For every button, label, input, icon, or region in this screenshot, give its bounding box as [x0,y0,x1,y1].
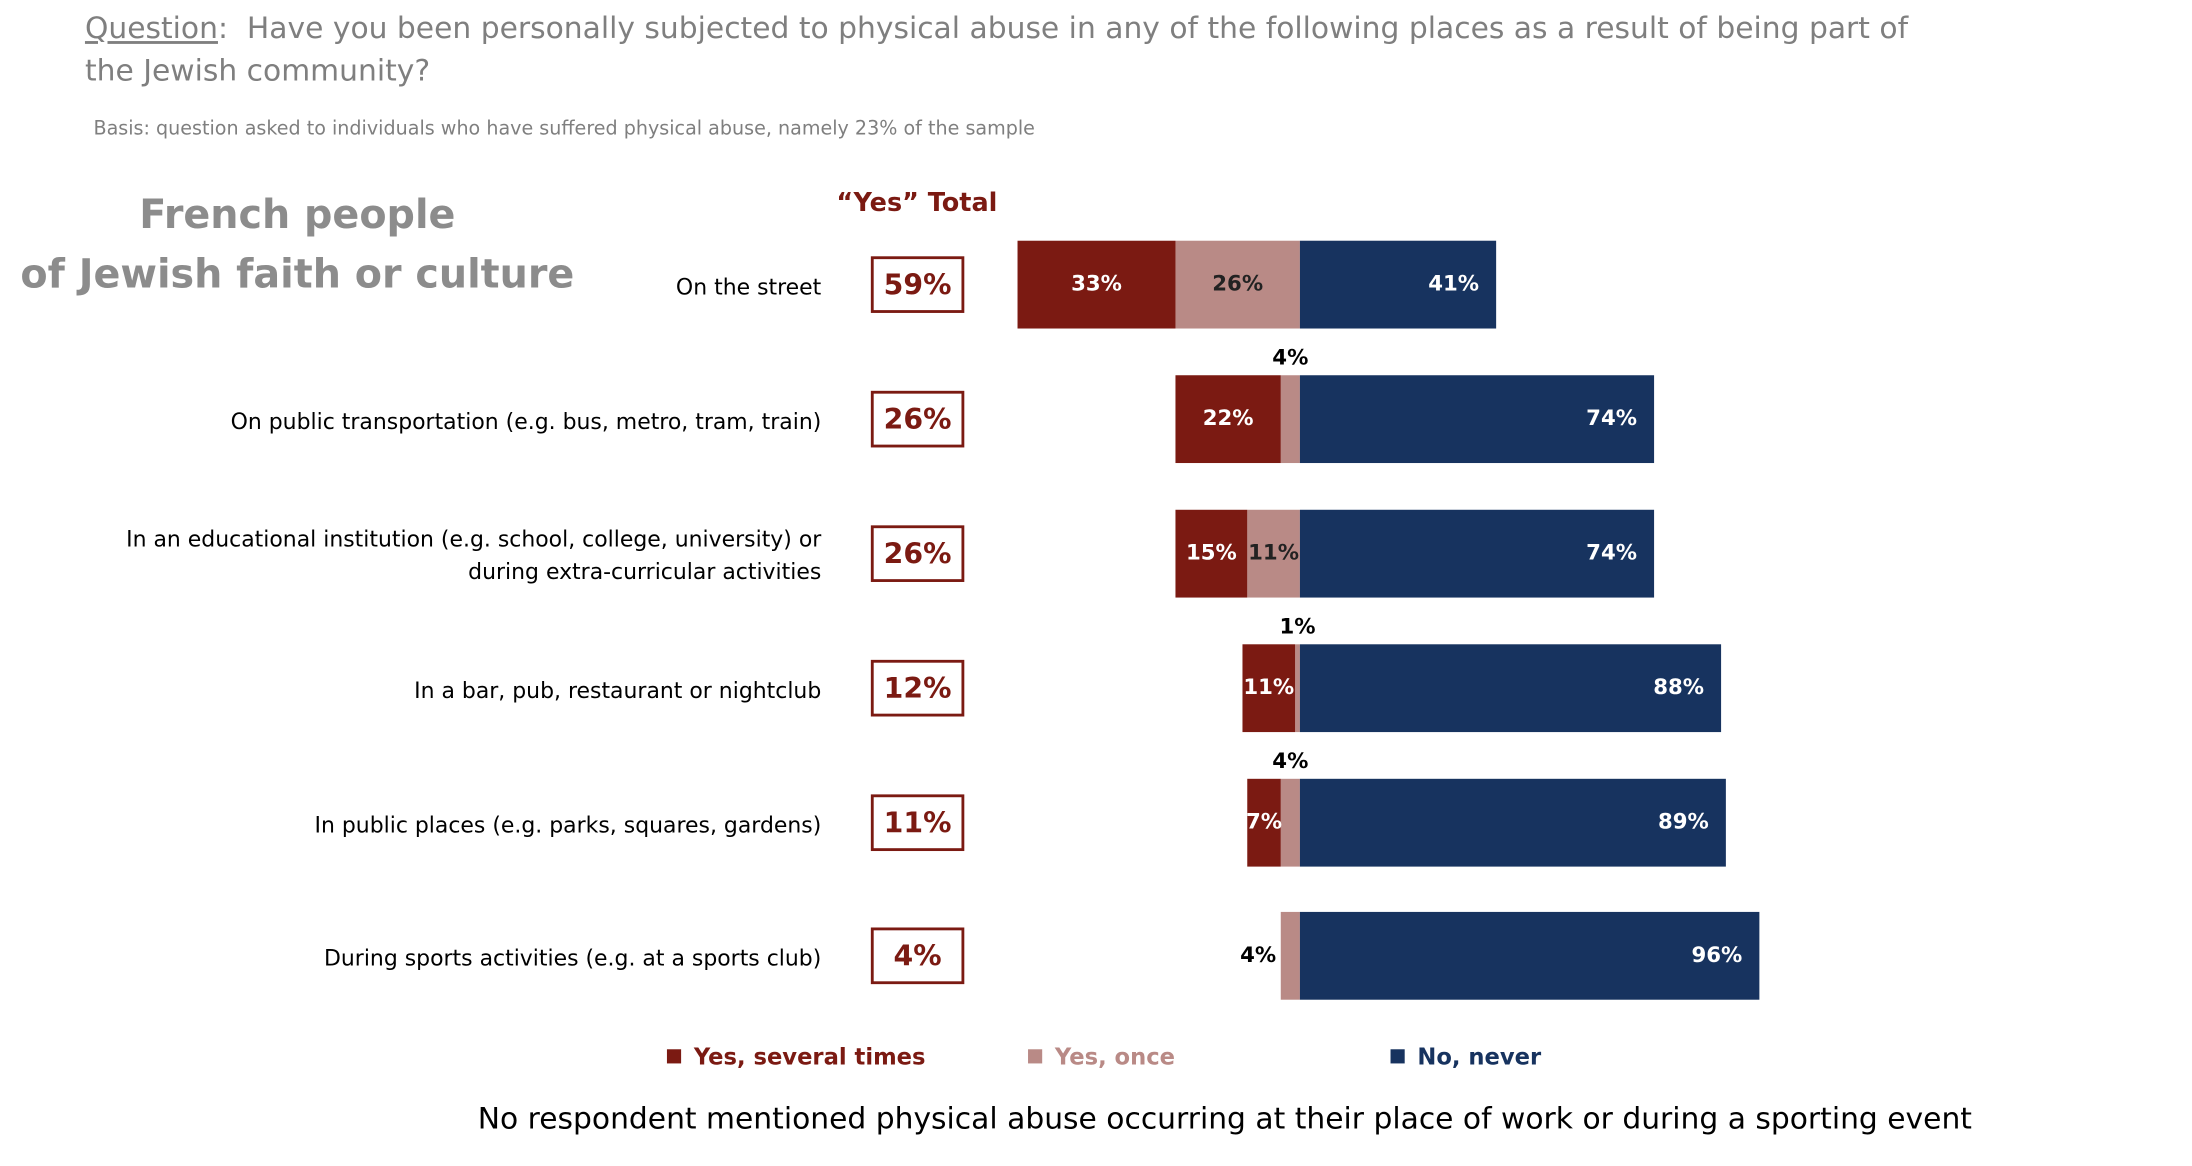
bar [1299,509,1655,598]
value-label: 33% [1071,272,1122,297]
legend-label: No, never [1417,1044,1542,1070]
value-label: 96% [1691,943,1742,968]
total-box: 4% [870,927,965,985]
value-label: 74% [1586,406,1637,431]
value-label: 4% [1240,943,1276,968]
value-label: 89% [1658,810,1709,835]
legend-swatch [1390,1049,1405,1064]
value-label: 22% [1203,406,1254,431]
category-label: In a bar, pub, restaurant or nightclub [414,677,822,704]
bar [1017,240,1176,329]
bar [1175,375,1281,464]
value-label: 4% [1272,749,1308,774]
value-label: 7% [1246,810,1282,835]
subtitle: Basis: question asked to individuals who… [93,117,1035,141]
category-label: On public transportation (e.g. bus, metr… [230,408,822,435]
bar [1299,911,1760,1000]
bar [1280,911,1300,1000]
title-text: Have you been personally subjected to ph… [84,11,1909,88]
value-label: 26% [1212,272,1263,297]
category-label: On the street [675,273,822,300]
bar [1175,240,1300,329]
question-label: Question [84,11,218,46]
total-box: 26% [870,525,965,582]
total-box: 12% [870,659,965,717]
value-label: 74% [1586,541,1637,566]
chart-title: Question: Have you been personally subje… [84,11,1909,88]
value-label: 11% [1248,541,1299,566]
legend-swatch [666,1049,682,1064]
legend-label: Yes, several times [693,1044,926,1070]
bar [1295,644,1300,733]
value-label: 15% [1186,541,1237,566]
total-box: 59% [870,256,965,313]
legend-swatch [1028,1049,1043,1064]
value-label: 1% [1279,614,1315,639]
bar [1299,778,1726,867]
category-label: In public places (e.g. parks, squares, g… [314,812,822,838]
value-label: 41% [1428,272,1479,297]
total-box: 26% [870,390,965,448]
category-label: In an educational institution (e.g. scho… [126,526,822,585]
legend-label: Yes, once [1054,1044,1175,1070]
bar [1280,375,1300,464]
bar [1280,778,1300,867]
bar [1299,375,1655,464]
value-label: 4% [1272,345,1308,370]
footnote: No respondent mentioned physical abuse o… [477,1101,1972,1136]
bar [1175,509,1248,598]
bar [1247,509,1300,598]
bar [1299,644,1722,733]
value-label: 11% [1243,675,1294,700]
group-label: of Jewish faith or culture [20,250,575,298]
bar [1299,240,1497,329]
group-label: French people [139,191,456,238]
bar [1247,778,1281,867]
value-label: 88% [1653,675,1704,700]
category-label: During sports activities (e.g. at a spor… [323,945,822,971]
total-box: 11% [870,794,965,852]
totals-header: “Yes” Total [836,188,998,219]
bar [1242,644,1296,733]
